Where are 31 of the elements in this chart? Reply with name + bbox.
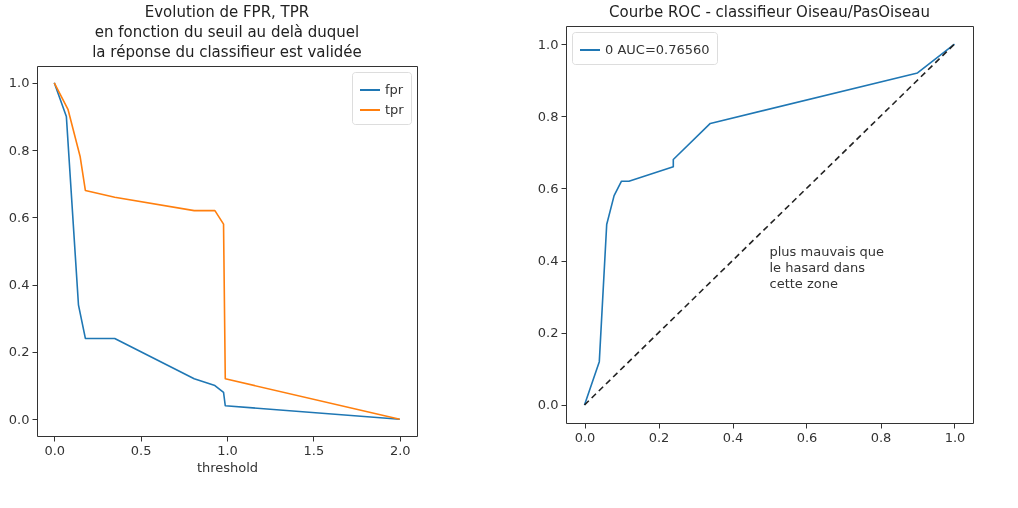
y-tick-label: 1.0 [8,75,30,91]
annotation: plus mauvais que le hasard dans cette zone [769,244,885,292]
chart-title: Courbe ROC - classifieur Oiseau/PasOiseau [609,3,930,21]
legend-label: tpr [385,102,405,117]
legend-label: 0 AUC=0.76560 [605,42,710,57]
y-tick-label: 1.0 [537,36,559,52]
x-tick-label: 0.8 [870,429,892,445]
y-tick-label: 0.6 [8,209,30,225]
chart-title: Evolution de FPR, TPR en fonction du seuil au delà duquel la réponse du classifieur est validée [92,3,362,61]
x-tick-label: 1.0 [944,429,966,445]
y-tick-label: 0.0 [537,397,559,413]
y-tick-label: 0.2 [8,344,30,360]
x-tick-label: 0.4 [722,429,744,445]
y-tick-label: 0.2 [537,325,559,341]
x-tick-label: 1.0 [217,442,238,458]
y-tick-label: 0.4 [8,277,30,293]
x-axis-title: threshold [196,459,259,475]
x-tick-label: 0.2 [648,429,670,445]
x-tick-label: 0.0 [44,442,66,458]
y-tick-label: 0.4 [537,253,559,269]
legend-label: fpr [385,82,404,97]
x-tick-label: 0.6 [796,429,818,445]
y-tick-label: 0.8 [8,142,30,158]
x-tick-label: 2.0 [389,442,411,458]
y-tick-label: 0.0 [8,411,30,427]
y-tick-label: 0.8 [537,108,559,124]
y-tick-label: 0.6 [537,180,559,196]
x-tick-label: 0.0 [574,429,596,445]
x-tick-label: 1.5 [303,442,325,458]
x-tick-label: 0.5 [130,442,152,458]
line-series [583,43,956,406]
